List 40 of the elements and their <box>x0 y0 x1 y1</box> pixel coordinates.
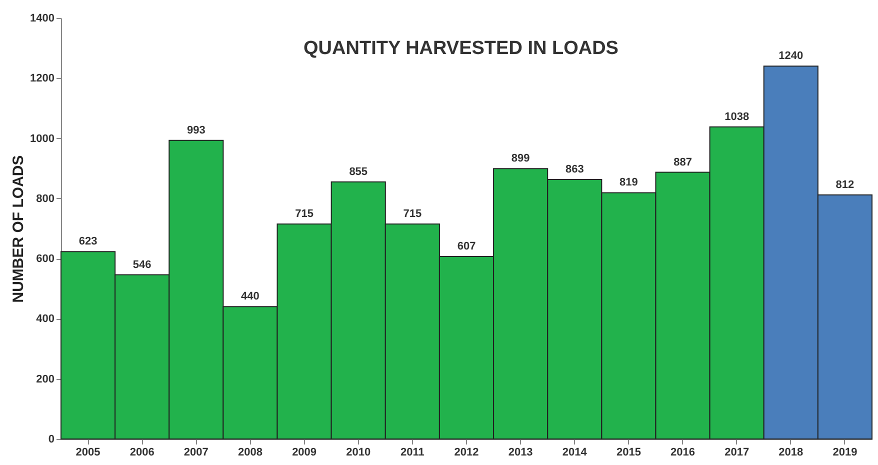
data-label: 1038 <box>724 110 750 123</box>
x-tick-label: 2013 <box>508 446 533 458</box>
data-label: 812 <box>836 178 854 191</box>
data-label: 863 <box>565 163 584 176</box>
y-tick-label: 1400 <box>30 12 54 24</box>
y-tick-label: 400 <box>36 313 54 326</box>
data-label: 993 <box>186 124 206 136</box>
data-label: 899 <box>511 152 530 165</box>
x-tick-label: 2018 <box>778 446 804 458</box>
y-tick-label: 600 <box>36 253 54 266</box>
x-tick-label: 2015 <box>616 446 641 458</box>
y-tick-label: 200 <box>36 373 54 386</box>
x-tick-label: 2006 <box>130 446 154 458</box>
data-label: 546 <box>132 258 152 271</box>
x-tick-label: 2008 <box>238 446 262 458</box>
data-label: 715 <box>295 208 314 220</box>
x-tick-label: 2012 <box>454 446 479 458</box>
data-label: 887 <box>674 156 692 168</box>
y-tick-label: 1000 <box>30 132 54 145</box>
x-tick-label: 2014 <box>562 446 588 458</box>
data-label: 715 <box>403 208 422 220</box>
data-label: 819 <box>620 176 638 189</box>
data-label: 607 <box>457 240 476 252</box>
text: QUANTITY HARVESTED IN LOADS <box>304 38 618 59</box>
x-tick-label: 2011 <box>400 446 424 458</box>
x-tick-label: 2010 <box>346 446 371 458</box>
x-tick-label: 2005 <box>76 446 100 458</box>
x-tick-label: 2019 <box>832 446 858 458</box>
x-tick-label: 2017 <box>724 446 750 458</box>
data-label: 855 <box>349 166 368 178</box>
y-tick-label: 0 <box>48 434 54 446</box>
x-tick-label: 2009 <box>292 446 317 458</box>
data-label: 623 <box>78 236 98 248</box>
data-label: 1240 <box>778 50 804 62</box>
y-tick-label: 1200 <box>30 72 54 85</box>
data-label: 440 <box>241 290 260 303</box>
x-tick-label: 2016 <box>670 446 696 458</box>
x-tick-label: 2007 <box>184 446 208 458</box>
y-axis-title: NUMBER OF LOADS <box>10 155 28 303</box>
y-tick-label: 800 <box>36 192 54 205</box>
